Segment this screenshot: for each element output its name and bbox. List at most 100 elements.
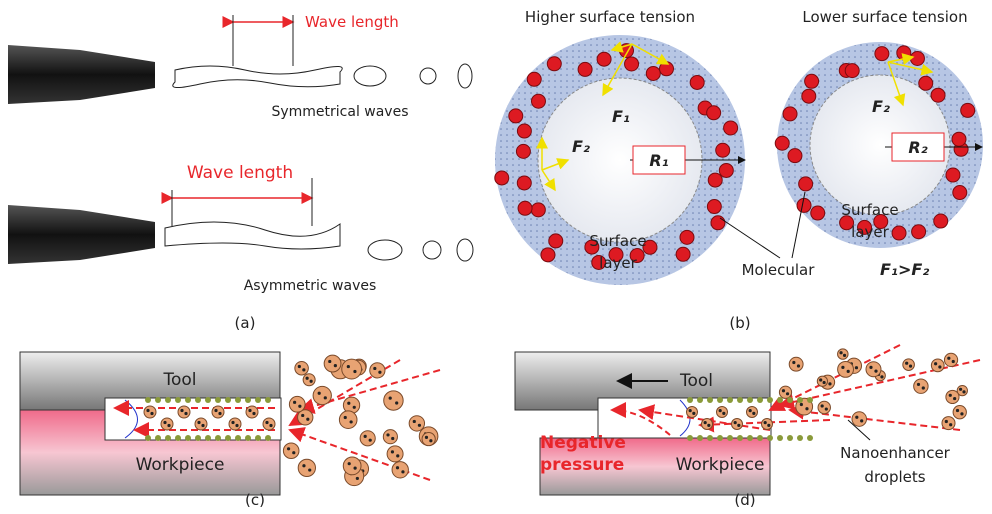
nanoparticle	[395, 401, 398, 404]
surface-film	[265, 397, 271, 403]
surface-film	[787, 435, 793, 441]
nanoparticle	[855, 416, 858, 419]
circle-title: Higher surface tension	[525, 8, 695, 26]
nano-droplet	[818, 401, 830, 413]
surface-film	[155, 435, 161, 441]
molecule	[953, 186, 967, 200]
surface-film	[757, 397, 763, 403]
surface-film	[687, 435, 693, 441]
circle-title: Lower surface tension	[802, 8, 967, 26]
tool-label: Tool	[679, 371, 713, 391]
nanoparticle	[956, 409, 959, 412]
nanoparticle	[353, 406, 356, 409]
force-label: F₂	[572, 137, 590, 156]
nanoparticle	[167, 424, 170, 427]
droplets-label: Nanoenhancer	[840, 444, 951, 462]
nanoparticle	[843, 354, 846, 357]
droplet	[423, 241, 441, 259]
nanoparticle	[797, 364, 800, 367]
workpiece-label: Workpiece	[676, 455, 765, 475]
nanoparticle	[235, 424, 238, 427]
molecule	[625, 57, 639, 71]
nanoparticle	[823, 381, 826, 384]
panel-label: (b)	[729, 314, 750, 332]
caption: Asymmetric waves	[244, 278, 377, 294]
droplet	[354, 66, 386, 86]
nanoparticle	[418, 424, 421, 427]
nanoparticle	[938, 365, 941, 368]
molecule	[495, 171, 509, 185]
surface-film	[205, 435, 211, 441]
nano-droplet	[384, 391, 403, 410]
nanoparticle	[298, 365, 301, 368]
molecule	[952, 132, 966, 146]
nanoparticle	[782, 389, 785, 392]
nanoparticle	[953, 397, 956, 400]
nanoparticle	[922, 386, 925, 389]
molecule	[578, 62, 592, 76]
force-label: F₂	[872, 97, 890, 116]
nanoparticle	[880, 375, 883, 378]
molecule	[711, 216, 725, 230]
nanoparticle	[391, 450, 394, 453]
nanoparticle	[874, 370, 877, 373]
molecule	[531, 203, 545, 217]
surface-film	[255, 397, 261, 403]
nano-droplet	[392, 462, 408, 478]
panel-label: (a)	[235, 314, 256, 332]
surface-film	[747, 397, 753, 403]
nanoparticle	[328, 360, 331, 363]
nanoparticle	[301, 414, 304, 417]
inequality: F₁>F₂	[880, 260, 929, 279]
molecule	[934, 214, 948, 228]
nano-droplet	[313, 386, 331, 404]
nanoparticle	[396, 466, 399, 469]
nano-droplet	[370, 363, 385, 378]
nanoparticle	[689, 409, 692, 412]
surface-film	[687, 397, 693, 403]
nanoparticle	[306, 377, 309, 380]
molecule	[597, 52, 611, 66]
nanoparticle	[855, 366, 858, 369]
molecule	[805, 74, 819, 88]
surface-film	[155, 397, 161, 403]
nano-droplet	[339, 411, 357, 429]
nano-droplet	[931, 359, 944, 372]
nanoparticle	[825, 407, 828, 410]
nanoparticle	[805, 407, 808, 410]
negative-pressure: Negative	[540, 433, 626, 453]
surface-film	[737, 435, 743, 441]
nanoparticle	[248, 409, 251, 412]
nanoparticle	[353, 370, 356, 373]
nanoparticle	[386, 433, 389, 436]
molecular-label: Molecular	[742, 261, 816, 279]
droplet	[457, 239, 473, 261]
nanoparticle	[828, 382, 831, 385]
molecule	[516, 144, 530, 158]
surface-film	[215, 435, 221, 441]
nanoparticle	[749, 409, 752, 412]
molecule	[518, 201, 532, 215]
nanoparticle	[821, 404, 824, 407]
surface-film	[717, 435, 723, 441]
molecule	[517, 124, 531, 138]
nano-droplet	[212, 406, 224, 418]
molecule	[910, 51, 924, 65]
nanoparticle	[163, 421, 166, 424]
nanoparticle	[344, 416, 347, 419]
nozzle	[8, 45, 155, 104]
nano-droplet	[717, 407, 728, 418]
nanoparticle	[949, 394, 952, 397]
nanoparticle	[391, 437, 394, 440]
tool-label: Tool	[162, 370, 196, 390]
molecule	[708, 173, 722, 187]
nanoparticle	[347, 402, 350, 405]
nanoparticle	[306, 418, 309, 421]
molecule	[509, 109, 523, 123]
molecule	[802, 89, 816, 103]
nanoparticle	[364, 435, 367, 438]
molecule	[527, 72, 541, 86]
panel-label: (c)	[245, 491, 265, 509]
nanoparticle	[197, 421, 200, 424]
nanoparticle	[318, 392, 321, 395]
